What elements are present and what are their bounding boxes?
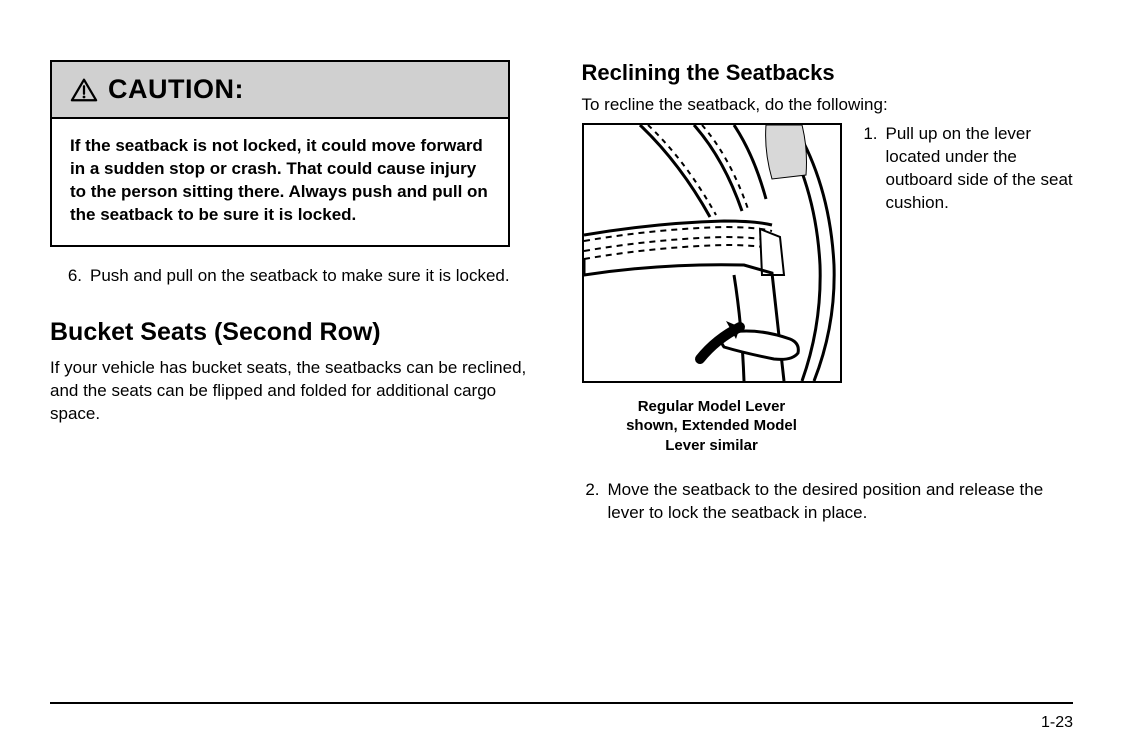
step-text: Pull up on the lever located under the o… [886, 123, 1074, 215]
bucket-seats-paragraph: If your vehicle has bucket seats, the se… [50, 357, 542, 426]
page-number: 1-23 [1041, 714, 1073, 732]
step-number: 2. [582, 479, 608, 525]
reclining-intro: To recline the seatback, do the followin… [582, 94, 1074, 117]
figure-caption-line2: shown, Extended Model [582, 416, 842, 436]
seat-lever-illustration [582, 123, 842, 383]
figure-caption-line1: Regular Model Lever [582, 397, 842, 417]
footer-rule [50, 702, 1073, 704]
step-number: 1. [860, 123, 886, 215]
step-number: 6. [64, 265, 90, 288]
left-column: CAUTION: If the seatback is not locked, … [50, 60, 542, 680]
step-text: Push and pull on the seatback to make su… [90, 265, 542, 288]
caution-header: CAUTION: [52, 62, 508, 119]
figure-caption-line3: Lever similar [582, 436, 842, 456]
step-2: 2. Move the seatback to the desired posi… [582, 479, 1074, 525]
bucket-seats-heading: Bucket Seats (Second Row) [50, 318, 542, 347]
reclining-heading: Reclining the Seatbacks [582, 60, 1074, 86]
figure-caption: Regular Model Lever shown, Extended Mode… [582, 397, 842, 456]
step-text: Move the seatback to the desired positio… [608, 479, 1074, 525]
step-1: 1. Pull up on the lever located under th… [860, 123, 1074, 456]
figure-block: Regular Model Lever shown, Extended Mode… [582, 123, 842, 456]
caution-title: CAUTION: [108, 74, 244, 105]
caution-body-text: If the seatback is not locked, it could … [52, 119, 508, 245]
right-column: Reclining the Seatbacks To recline the s… [582, 60, 1074, 680]
step-6: 6. Push and pull on the seatback to make… [64, 265, 542, 288]
figure-and-step1: Regular Model Lever shown, Extended Mode… [582, 123, 1074, 456]
two-column-layout: CAUTION: If the seatback is not locked, … [50, 60, 1073, 680]
warning-triangle-icon [70, 77, 98, 103]
manual-page: CAUTION: If the seatback is not locked, … [0, 0, 1123, 750]
caution-box: CAUTION: If the seatback is not locked, … [50, 60, 510, 247]
